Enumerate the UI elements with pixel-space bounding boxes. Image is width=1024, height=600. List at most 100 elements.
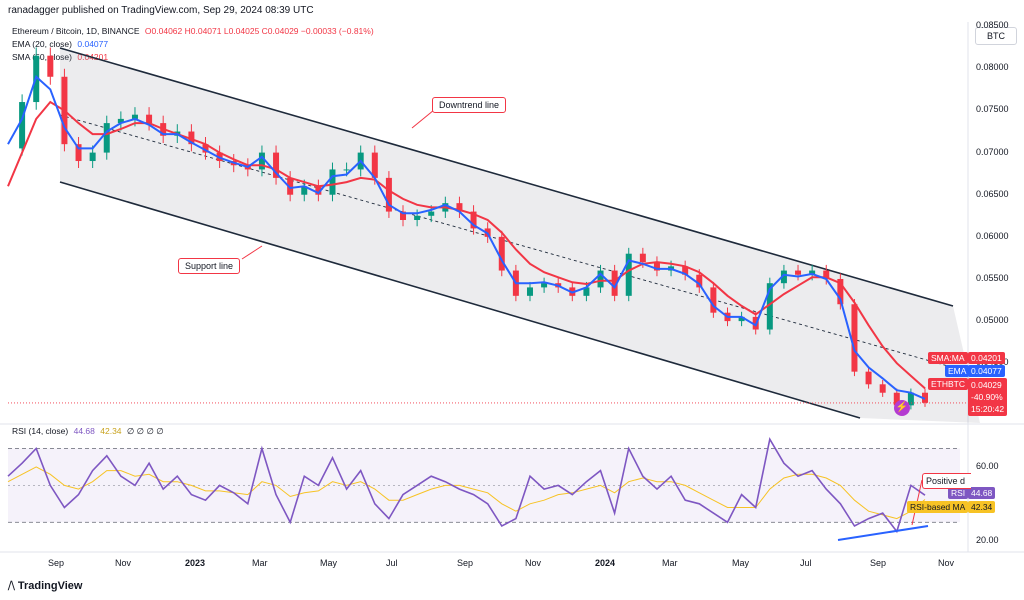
candle-body bbox=[710, 287, 717, 313]
candle-body bbox=[639, 253, 646, 263]
last-price-value: 0.04029 bbox=[971, 380, 1002, 390]
candle-body bbox=[456, 203, 463, 212]
legend-ema-row[interactable]: EMA (20, close) 0.04077 bbox=[12, 39, 108, 49]
lightning-icon[interactable]: ⚡ bbox=[894, 400, 910, 416]
candle-body bbox=[625, 253, 632, 296]
legend-rsi-row[interactable]: RSI (14, close) 44.68 42.34 ∅ ∅ ∅ ∅ bbox=[12, 426, 164, 437]
legend-symbol-row: Ethereum / Bitcoin, 1D, BINANCE O0.04062… bbox=[12, 26, 374, 36]
candle-body bbox=[541, 283, 548, 288]
candle-body bbox=[258, 152, 265, 170]
tradingview-watermark[interactable]: ⧸⧹ TradingView bbox=[8, 580, 82, 592]
time-tick: Jul bbox=[386, 558, 398, 568]
countdown: 15:20:42 bbox=[971, 404, 1005, 414]
candle-body bbox=[117, 118, 124, 124]
last-price-change: -40.90% bbox=[971, 392, 1003, 402]
candle-body bbox=[893, 392, 900, 406]
channel-fill bbox=[60, 48, 980, 423]
currency-button[interactable]: BTC bbox=[975, 27, 1017, 45]
ema-tag-label: EMA bbox=[945, 365, 970, 377]
candle-body bbox=[823, 270, 830, 279]
candle-body bbox=[907, 392, 914, 406]
candle-body bbox=[385, 177, 392, 212]
candle-body bbox=[329, 169, 336, 195]
time-tick: 2024 bbox=[595, 558, 616, 568]
candle-body bbox=[879, 384, 886, 393]
price-tick: 0.06000 bbox=[976, 230, 1009, 241]
candle-body bbox=[131, 114, 138, 119]
candle-body bbox=[809, 270, 816, 275]
tradingview-logo-icon: ⧸⧹ bbox=[8, 581, 15, 592]
price-pane bbox=[0, 22, 1024, 553]
candle-body bbox=[188, 131, 195, 145]
candle-body bbox=[343, 169, 350, 171]
downtrend-line bbox=[59, 47, 954, 307]
candle-body bbox=[287, 177, 294, 195]
candle-body bbox=[301, 186, 308, 195]
candle-body bbox=[780, 270, 787, 284]
legend-symbol[interactable]: Ethereum / Bitcoin, 1D, BINANCE bbox=[12, 26, 140, 36]
candle-body bbox=[273, 152, 280, 178]
time-tick: Mar bbox=[662, 558, 678, 568]
channel-midline bbox=[59, 114, 956, 369]
candle-body bbox=[146, 114, 153, 124]
candle-body bbox=[696, 274, 703, 288]
rsi-pane bbox=[7, 437, 960, 541]
last-price-label: ETHBTC bbox=[928, 378, 968, 390]
support-callout-pointer bbox=[241, 245, 263, 260]
candle-body bbox=[837, 278, 844, 305]
legend-rsi-label: RSI (14, close) bbox=[12, 426, 69, 436]
price-tick: 0.08500 bbox=[976, 20, 1009, 31]
legend-rsi-ma-value: 42.34 bbox=[100, 426, 122, 436]
positive-divergence-callout[interactable]: Positive d bbox=[922, 473, 971, 489]
time-tick: 2023 bbox=[185, 558, 206, 568]
downtrend-callout[interactable]: Downtrend line bbox=[432, 97, 507, 113]
time-tick: Nov bbox=[525, 558, 542, 568]
legend-rsi-extra: ∅ ∅ ∅ ∅ bbox=[126, 426, 164, 436]
candle-body bbox=[653, 262, 660, 271]
candle-body bbox=[583, 287, 590, 296]
rsi-ma-tag-label: RSI-based MA bbox=[907, 501, 969, 513]
price-tick: 0.07000 bbox=[976, 146, 1009, 157]
rsi-ma-tag-value: 42.34 bbox=[968, 501, 996, 513]
time-tick: Nov bbox=[938, 558, 955, 568]
candle-body bbox=[47, 55, 54, 77]
price-tick: 0.05500 bbox=[976, 272, 1009, 283]
time-tick: Sep bbox=[457, 558, 474, 568]
time-tick: Nov bbox=[115, 558, 132, 568]
publisher-header: ranadagger published on TradingView.com,… bbox=[8, 5, 314, 16]
candle-body bbox=[103, 123, 110, 153]
candle-body bbox=[428, 211, 435, 216]
candle-body bbox=[682, 266, 689, 275]
time-tick: May bbox=[320, 558, 338, 568]
legend-rsi-value: 44.68 bbox=[73, 426, 95, 436]
candle-body bbox=[414, 215, 421, 220]
price-tick: 0.07500 bbox=[976, 104, 1009, 115]
rsi-ma-line bbox=[7, 466, 926, 520]
rsi-divergence-line bbox=[837, 525, 929, 541]
downtrend-callout-pointer bbox=[411, 109, 435, 129]
time-tick: May bbox=[732, 558, 750, 568]
time-tick: Jul bbox=[800, 558, 812, 568]
candle-body bbox=[795, 270, 802, 275]
sma-tag-value: 0.04201 bbox=[968, 352, 1005, 364]
ema-tag-value: 0.04077 bbox=[968, 365, 1005, 377]
candle-body bbox=[851, 304, 858, 372]
candle-body bbox=[766, 283, 773, 330]
candle-body bbox=[597, 270, 604, 288]
time-tick: Sep bbox=[48, 558, 65, 568]
last-price-box: 0.04029 -40.90% 15:20:42 bbox=[968, 378, 1008, 416]
candle-body bbox=[19, 102, 26, 149]
time-tick: Sep bbox=[870, 558, 887, 568]
candle-body bbox=[75, 144, 82, 162]
price-tick: 0.06500 bbox=[976, 188, 1009, 199]
legend-ema-label: EMA (20, close) bbox=[12, 39, 72, 49]
candle-body bbox=[202, 144, 209, 153]
candle-body bbox=[611, 270, 618, 296]
support-line bbox=[59, 181, 861, 419]
support-callout[interactable]: Support line bbox=[178, 258, 241, 274]
candle-body bbox=[865, 371, 872, 385]
legend-ohlc: O0.04062 H0.04071 L0.04025 C0.04029 −0.0… bbox=[144, 26, 374, 36]
rsi-tick: 60.00 bbox=[976, 460, 999, 471]
sma-50-line bbox=[7, 100, 926, 390]
